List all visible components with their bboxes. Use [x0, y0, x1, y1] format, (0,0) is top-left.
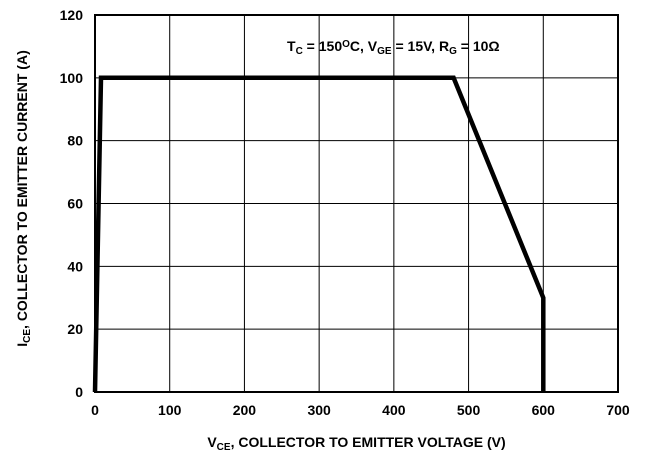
- grid: [94, 14, 619, 393]
- x-tick-label-200: 200: [233, 402, 257, 418]
- x-tick-label-500: 500: [457, 402, 481, 418]
- y-tick-label-80: 80: [67, 133, 83, 149]
- y-tick-label-40: 40: [67, 258, 83, 274]
- series-line: [92, 75, 546, 393]
- plot-frame: [94, 14, 619, 393]
- y-tick-label-0: 0: [75, 384, 83, 400]
- x-tick-labels: 0 100 200 300 400 500 600 700: [91, 402, 630, 418]
- x-tick-label-0: 0: [91, 402, 99, 418]
- x-tick-label-100: 100: [158, 402, 182, 418]
- x-tick-label-400: 400: [382, 402, 406, 418]
- y-axis-label: ICE, COLLECTOR TO EMITTER CURRENT (A): [14, 50, 33, 347]
- conditions-annotation: TC = 150OC, VGE = 15V, RG = 10Ω: [287, 38, 500, 57]
- x-tick-label-700: 700: [606, 402, 630, 418]
- y-tick-label-100: 100: [60, 70, 84, 86]
- y-tick-label-120: 120: [60, 7, 84, 23]
- x-axis-label: VCE, COLLECTOR TO EMITTER VOLTAGE (V): [207, 434, 505, 453]
- y-tick-label-60: 60: [67, 196, 83, 212]
- y-tick-labels: 0 20 40 60 80 100 120: [60, 7, 84, 400]
- x-tick-label-300: 300: [307, 402, 331, 418]
- y-tick-label-20: 20: [67, 321, 83, 337]
- x-tick-label-600: 600: [532, 402, 556, 418]
